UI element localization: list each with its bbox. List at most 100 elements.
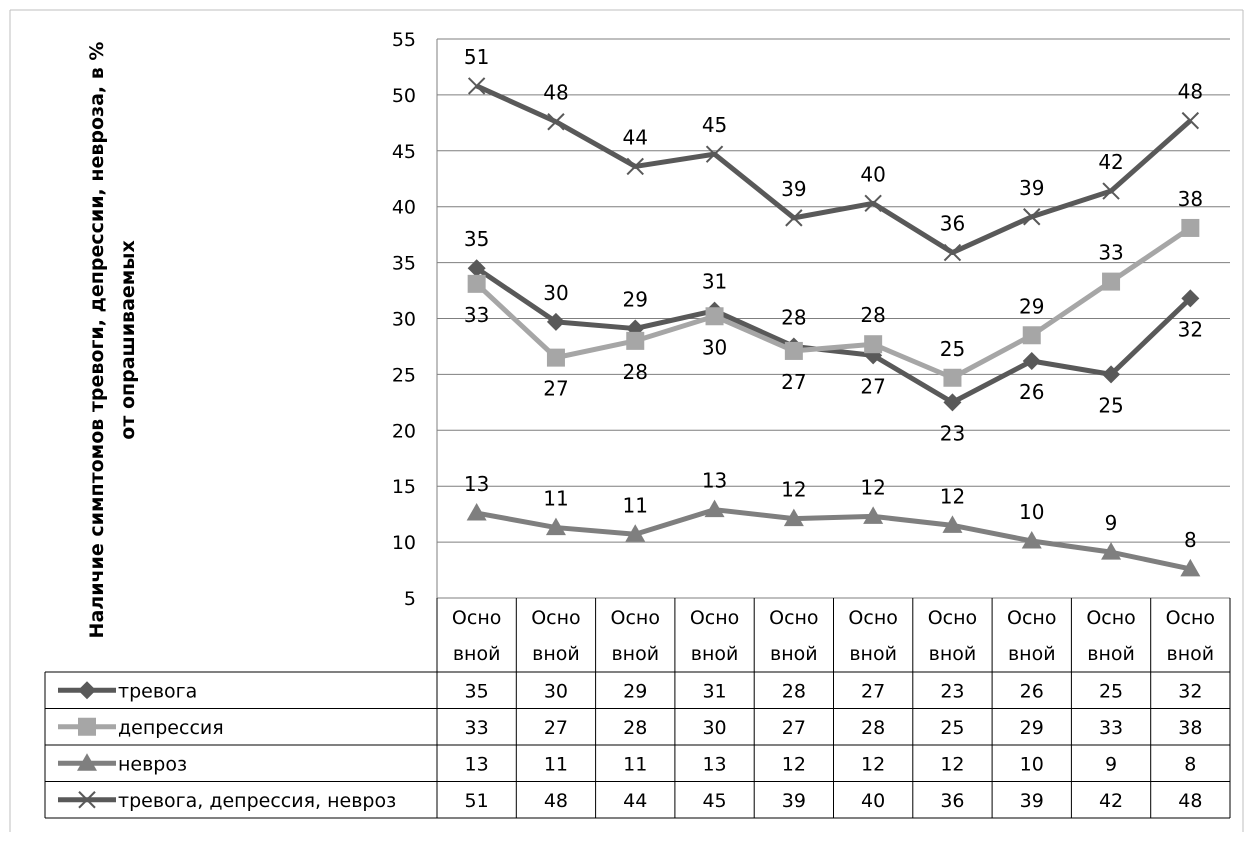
table-cell: 35 bbox=[465, 680, 489, 702]
chart-frame bbox=[9, 9, 1244, 832]
legend-label: тревога, депрессия, невроз bbox=[118, 790, 396, 812]
data-label: 25 bbox=[940, 337, 965, 361]
data-label: 23 bbox=[940, 421, 965, 445]
data-labels: 35 30 29 31 28 27 23 26 25 32 33 27 28 30 27 28 25 29 33 38… bbox=[464, 45, 1203, 552]
data-label: 32 bbox=[1178, 317, 1203, 341]
data-label: 28 bbox=[623, 360, 648, 384]
y-tick-label: 20 bbox=[392, 420, 416, 442]
series-4-point-stroke-b bbox=[705, 145, 724, 163]
table-cell: 40 bbox=[861, 790, 885, 812]
y-tick-label: 10 bbox=[392, 532, 416, 554]
data-label: 29 bbox=[1019, 294, 1044, 318]
category-label-line1: Осно bbox=[690, 607, 739, 629]
series-markers bbox=[466, 77, 1201, 577]
data-label: 8 bbox=[1184, 528, 1197, 552]
series-4-point-stroke-b bbox=[1181, 111, 1200, 130]
data-label: 33 bbox=[464, 303, 489, 327]
series-1-point bbox=[1022, 351, 1041, 370]
category-label-line1: Осно bbox=[769, 607, 818, 629]
category-label-line2: вной bbox=[532, 643, 580, 665]
table-cell: 28 bbox=[782, 680, 806, 702]
y-tick-label: 55 bbox=[392, 29, 416, 51]
table-cell: 48 bbox=[544, 790, 568, 812]
legend-key-marker bbox=[77, 753, 97, 771]
y-axis-title: Наличие симптомов тревоги, депрессии, не… bbox=[86, 42, 139, 639]
y-axis-title-line2: от опрашиваемых bbox=[117, 240, 139, 439]
table-cell: 10 bbox=[1020, 753, 1044, 775]
series-2-point bbox=[1181, 218, 1200, 237]
series-3-point bbox=[942, 515, 963, 533]
y-tick-label: 40 bbox=[392, 197, 416, 219]
y-tick-label: 15 bbox=[392, 476, 416, 498]
category-label-line1: Осно bbox=[1007, 607, 1056, 629]
series-2-point bbox=[1102, 272, 1121, 291]
series-4-point-stroke-b bbox=[626, 157, 644, 176]
y-axis-title-line1: Наличие симптомов тревоги, депрессии, не… bbox=[86, 42, 108, 639]
series-2-point bbox=[546, 348, 565, 367]
data-label: 13 bbox=[702, 469, 727, 493]
category-label-line1: Осно bbox=[531, 607, 580, 629]
series-4-point bbox=[467, 77, 486, 95]
series-4-point bbox=[1181, 111, 1200, 130]
category-label-line1: Осно bbox=[928, 607, 977, 629]
legend-key-marker bbox=[78, 717, 96, 736]
data-label: 31 bbox=[702, 270, 727, 294]
data-label: 26 bbox=[1019, 380, 1044, 404]
y-tick-label: 5 bbox=[404, 588, 416, 610]
series-4-point bbox=[785, 209, 803, 227]
series-2-point bbox=[943, 368, 962, 387]
table-cell: 30 bbox=[544, 680, 568, 702]
data-label: 13 bbox=[464, 472, 489, 496]
data-label: 40 bbox=[860, 162, 885, 186]
category-label-line1: Осно bbox=[611, 607, 660, 629]
table-cell: 25 bbox=[940, 717, 964, 739]
table-cell: 26 bbox=[1020, 680, 1044, 702]
category-label-line2: вной bbox=[1008, 643, 1056, 665]
table-cell: 12 bbox=[940, 753, 964, 775]
table-cell: 28 bbox=[623, 717, 647, 739]
table-cell: 33 bbox=[465, 717, 489, 739]
series-4-point bbox=[864, 194, 882, 213]
table-cell: 33 bbox=[1099, 717, 1123, 739]
series-1-point bbox=[546, 312, 565, 331]
series-2-point bbox=[467, 274, 486, 293]
series-3-point bbox=[704, 499, 725, 518]
series-2-point bbox=[1022, 326, 1041, 345]
series-4-point-stroke-b bbox=[467, 77, 486, 95]
data-label: 33 bbox=[1098, 241, 1123, 265]
series-4-point bbox=[705, 145, 724, 163]
category-label-line2: вной bbox=[611, 643, 659, 665]
table-cell: 32 bbox=[1178, 680, 1202, 702]
y-tick-label: 30 bbox=[392, 309, 416, 331]
data-label: 27 bbox=[860, 374, 885, 398]
y-tick-label: 25 bbox=[392, 364, 416, 386]
legend-key-marker-stroke-b bbox=[78, 791, 96, 809]
series-2-point bbox=[626, 331, 645, 350]
category-label-line2: вной bbox=[691, 643, 739, 665]
table-cell: 39 bbox=[782, 790, 806, 812]
series-4-point-stroke-b bbox=[547, 113, 565, 131]
category-label-line2: вной bbox=[1167, 643, 1215, 665]
y-tick-label: 50 bbox=[392, 85, 416, 107]
y-tick-label: 35 bbox=[392, 253, 416, 275]
table-cell: 25 bbox=[1099, 680, 1123, 702]
series-2-point bbox=[705, 307, 724, 326]
category-label-line1: Осно bbox=[452, 607, 501, 629]
table-cell: 51 bbox=[465, 790, 489, 812]
series-3-point bbox=[783, 508, 804, 527]
data-label: 11 bbox=[543, 487, 568, 511]
series-1-point bbox=[467, 259, 486, 278]
data-label: 11 bbox=[623, 493, 648, 517]
series-4-point-stroke-b bbox=[943, 243, 962, 262]
series-2-point bbox=[864, 335, 883, 354]
data-label: 48 bbox=[1178, 80, 1203, 104]
data-label: 29 bbox=[623, 288, 648, 312]
data-label: 42 bbox=[1098, 150, 1123, 174]
table-cell: 27 bbox=[782, 717, 806, 739]
series-4-point-stroke-b bbox=[785, 209, 803, 227]
data-label: 39 bbox=[781, 177, 806, 201]
data-label: 12 bbox=[781, 478, 806, 502]
table-cell: 12 bbox=[861, 753, 885, 775]
series-4-point bbox=[943, 243, 962, 262]
series-line-2 bbox=[474, 225, 1192, 381]
